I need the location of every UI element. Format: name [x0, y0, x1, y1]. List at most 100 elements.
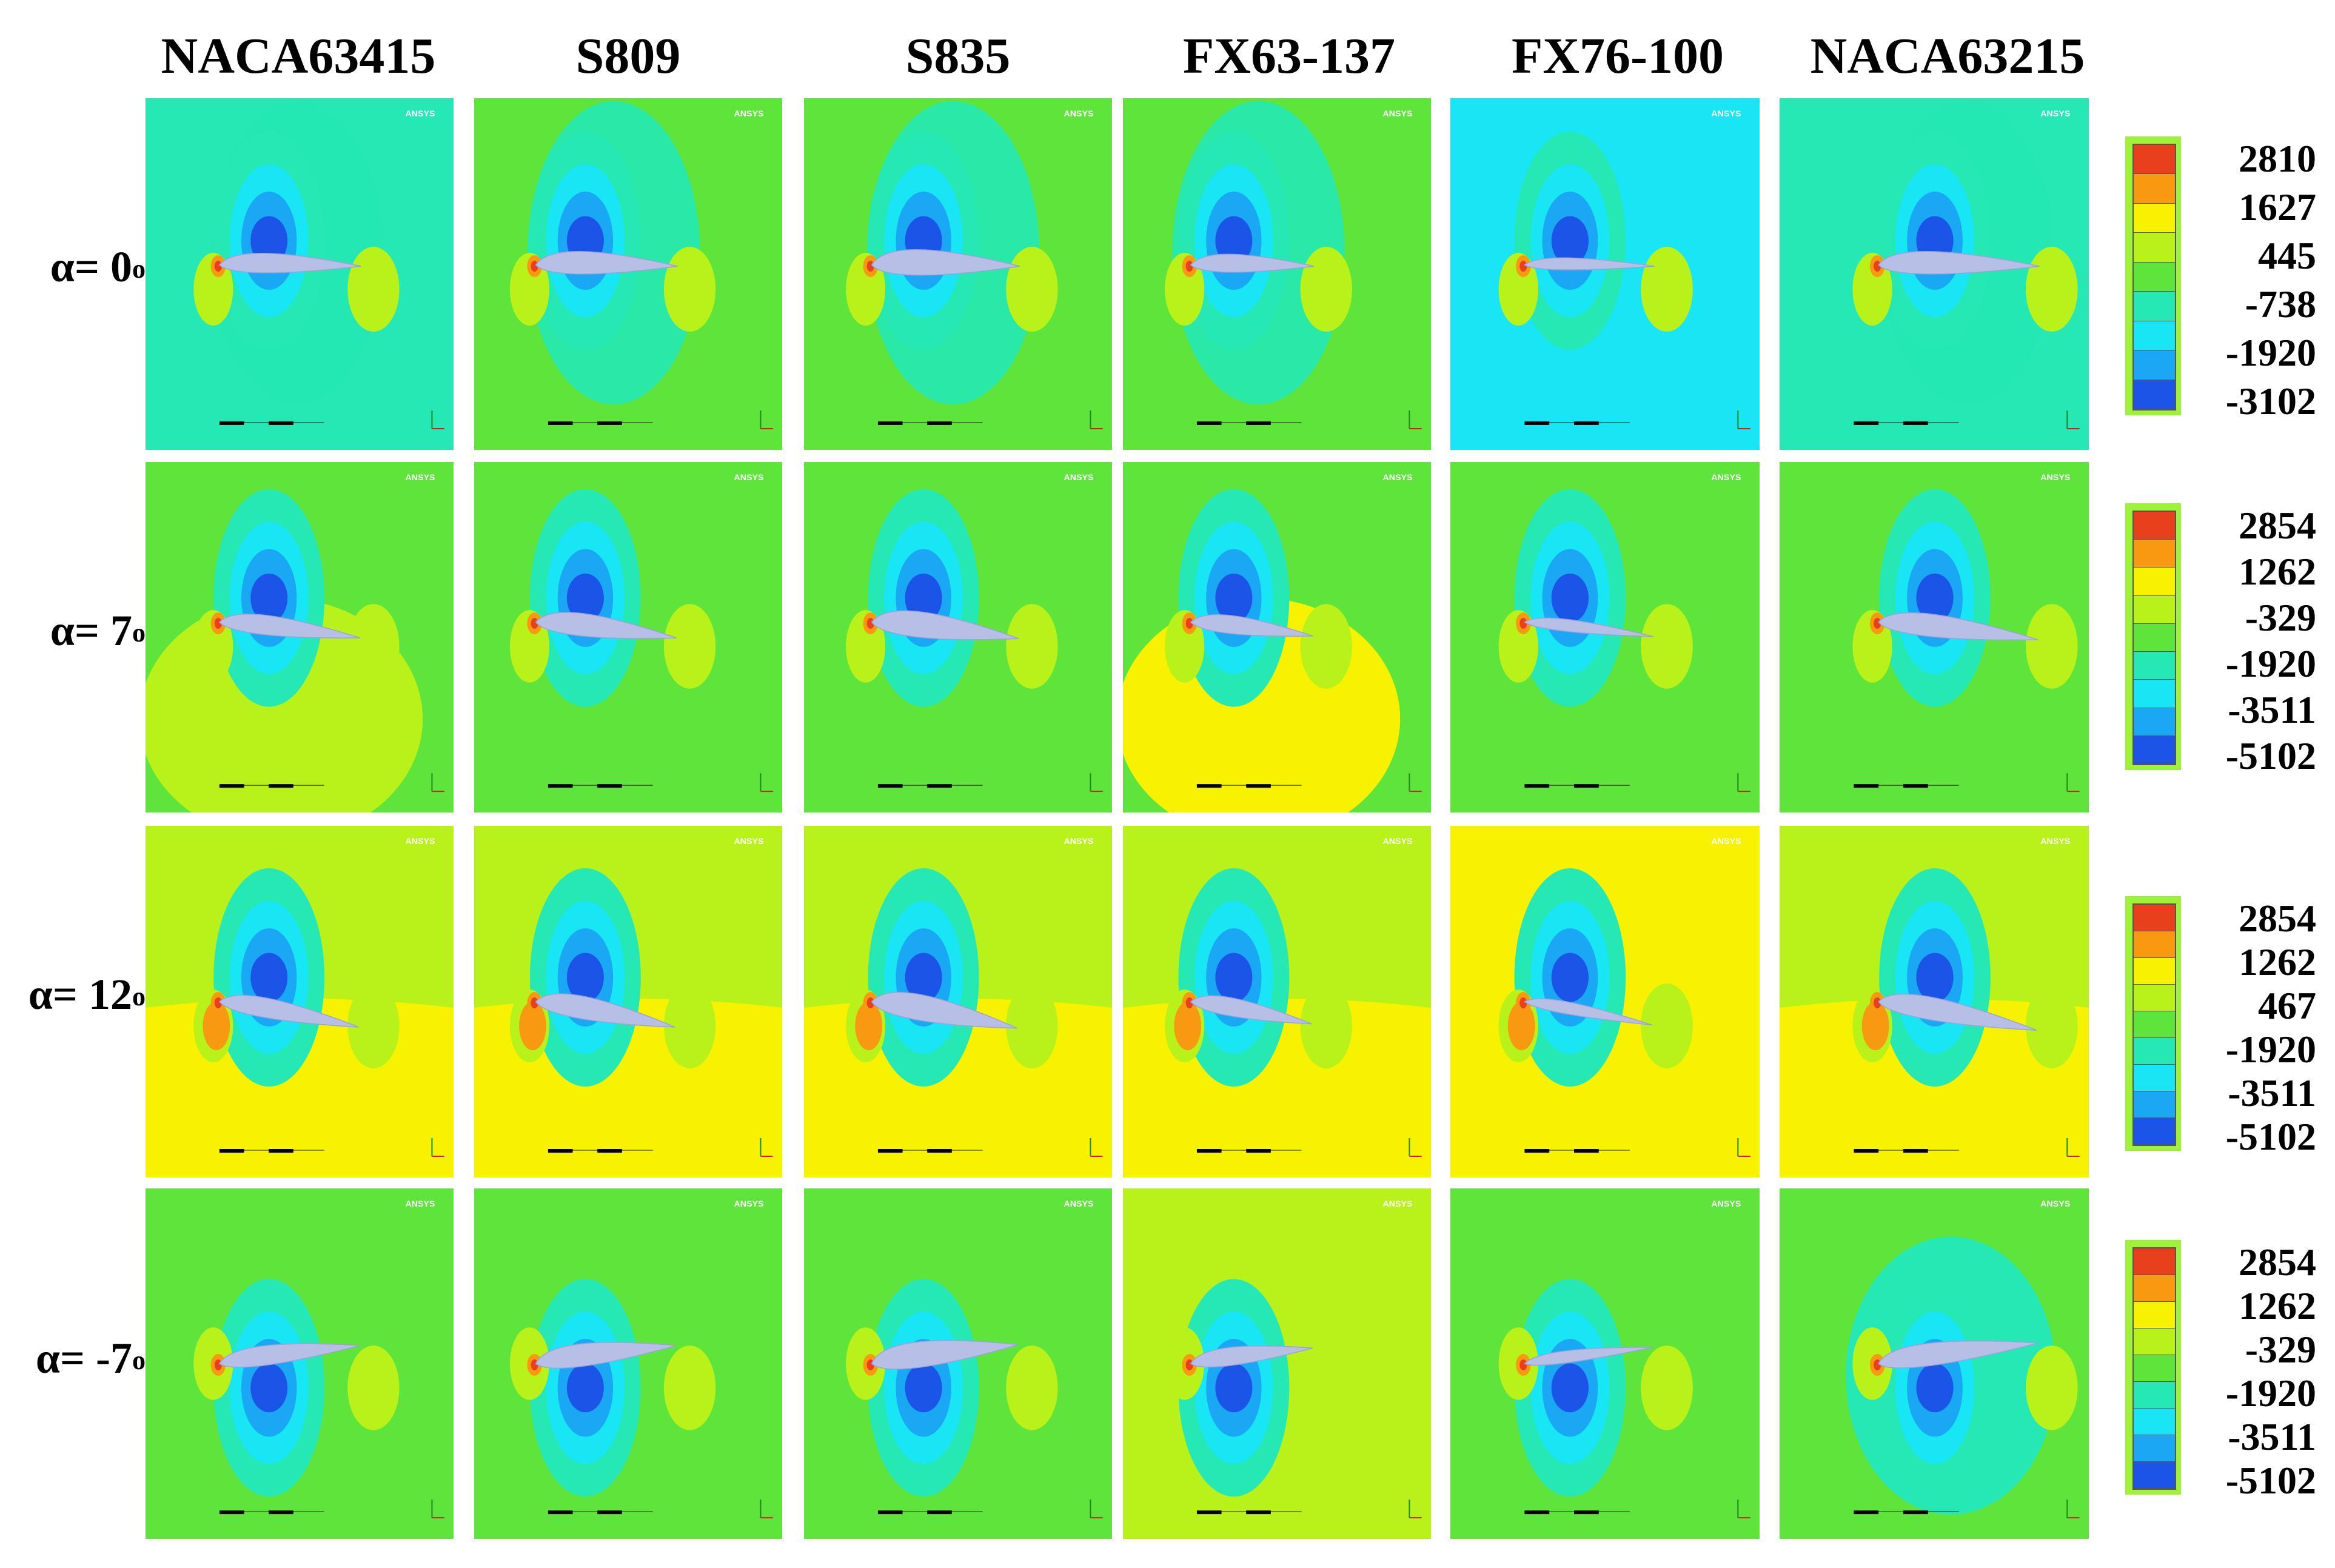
contour-panel: ANSYS [474, 826, 782, 1178]
airfoil-shape [1190, 253, 1315, 273]
contour-plot: ANSYS [1780, 826, 2089, 1178]
ansys-watermark: ANSYS [734, 472, 764, 482]
contour-region [1916, 573, 1954, 623]
colorbar-swatch [2134, 1275, 2175, 1302]
contour-plot: ANSYS [1450, 462, 1760, 812]
ansys-watermark: ANSYS [734, 1199, 764, 1208]
colorbar-swatch [2134, 262, 2175, 292]
row-label: α= 0o [50, 243, 146, 291]
contour-region [250, 1363, 288, 1413]
ansys-watermark: ANSYS [1711, 472, 1741, 482]
ansys-watermark: ANSYS [1064, 1199, 1094, 1208]
column-title: NACA63415 [161, 28, 436, 84]
contour-region [1519, 997, 1527, 1008]
colorbar-swatch [2134, 1118, 2175, 1145]
contour-region [1874, 997, 1881, 1008]
contour-region [1185, 997, 1193, 1008]
scale-bar [1524, 784, 1630, 788]
contour-panel: ANSYS [804, 462, 1112, 812]
contour-region [866, 997, 874, 1008]
scale-bar [1854, 784, 1959, 788]
scale-bar [877, 784, 983, 788]
contour-region [1006, 1345, 1058, 1430]
colorbar-swatch [2134, 174, 2175, 204]
axis-triad [1409, 1499, 1422, 1519]
airfoil-shape [871, 1339, 1019, 1370]
row-label: α= -7o [35, 1334, 146, 1382]
axis-triad [1737, 1138, 1750, 1157]
contour-region [1641, 604, 1693, 689]
colorbar-label: -5102 [2225, 1459, 2316, 1502]
contour-region [1641, 983, 1693, 1068]
colorbar-swatch [2134, 292, 2175, 321]
contour-region [1551, 216, 1589, 266]
scale-bar [219, 1510, 324, 1515]
axis-triad [1090, 1499, 1103, 1519]
colorbar-label: 2810 [2239, 137, 2316, 180]
colorbar-label: -5102 [2225, 734, 2316, 777]
scale-bar [1854, 1510, 1959, 1515]
contour-region [1519, 618, 1527, 629]
airfoil-shape [871, 991, 1017, 1029]
colorbar-label: -1920 [2225, 331, 2316, 374]
contour-region [347, 983, 400, 1068]
colorbar-swatch [2134, 145, 2175, 175]
ansys-watermark: ANSYS [1064, 472, 1094, 482]
colorbar-swatch [2134, 1355, 2175, 1382]
contour-plot: ANSYS [1450, 1188, 1760, 1539]
contour-panel: ANSYS [1123, 462, 1431, 812]
ansys-watermark: ANSYS [734, 836, 764, 846]
airfoil-shape [1878, 251, 2040, 275]
colorbar-label: -329 [2245, 596, 2316, 639]
colorbar-swatch [2134, 595, 2175, 624]
axis-triad [2066, 773, 2080, 792]
contour-region [531, 618, 538, 629]
contour-region [1300, 1345, 1352, 1430]
colorbar-swatch [2134, 380, 2175, 409]
contour-region [250, 573, 288, 623]
contour-region [663, 1345, 716, 1430]
colorbar [2125, 1240, 2181, 1495]
scale-bar [548, 1149, 653, 1153]
colorbar-label: -3511 [2228, 1415, 2316, 1458]
contour-region [905, 1363, 942, 1413]
colorbar-swatch [2134, 321, 2175, 351]
contour-region [1641, 247, 1693, 332]
colorbar [2125, 896, 2181, 1151]
colorbar-swatch [2134, 652, 2175, 680]
ansys-watermark: ANSYS [2040, 1199, 2070, 1208]
colorbar-swatch [2134, 905, 2175, 931]
contour-panel: ANSYS [1780, 1188, 2089, 1539]
ansys-watermark: ANSYS [734, 109, 764, 118]
colorbar-swatch [2134, 203, 2175, 233]
airfoil-shape [871, 249, 1020, 276]
colorbar-label: 2854 [2239, 1241, 2316, 1284]
airfoil-shape [218, 994, 359, 1028]
contour-plot: ANSYS [1450, 826, 1760, 1178]
contour-plot: ANSYS [804, 1188, 1112, 1539]
contour-plot: ANSYS [804, 98, 1112, 450]
scale-bar [1196, 784, 1302, 788]
ansys-watermark: ANSYS [1064, 836, 1094, 846]
colorbar-swatch [2134, 708, 2175, 736]
colorbar-swatch [2134, 233, 2175, 263]
contour-region [1174, 1002, 1202, 1050]
colorbar-label: 1262 [2239, 940, 2316, 983]
contour-region [1006, 247, 1058, 332]
contour-region [214, 261, 222, 272]
axis-triad [760, 1138, 773, 1157]
axis-triad [431, 410, 444, 429]
scale-bar [548, 421, 653, 425]
axis-triad [2066, 1138, 2080, 1157]
contour-panel: ANSYS [146, 1188, 454, 1539]
colorbar-label: -1920 [2225, 642, 2316, 685]
contour-region [866, 618, 874, 629]
contour-plot: ANSYS [1123, 1188, 1431, 1539]
contour-region [347, 1345, 400, 1430]
axis-triad [1737, 773, 1750, 792]
contour-plot: ANSYS [474, 462, 782, 812]
colorbar-label: 2854 [2239, 504, 2316, 547]
contour-panel: ANSYS [474, 1188, 782, 1539]
contour-region [1215, 216, 1253, 266]
contour-region [347, 604, 400, 689]
